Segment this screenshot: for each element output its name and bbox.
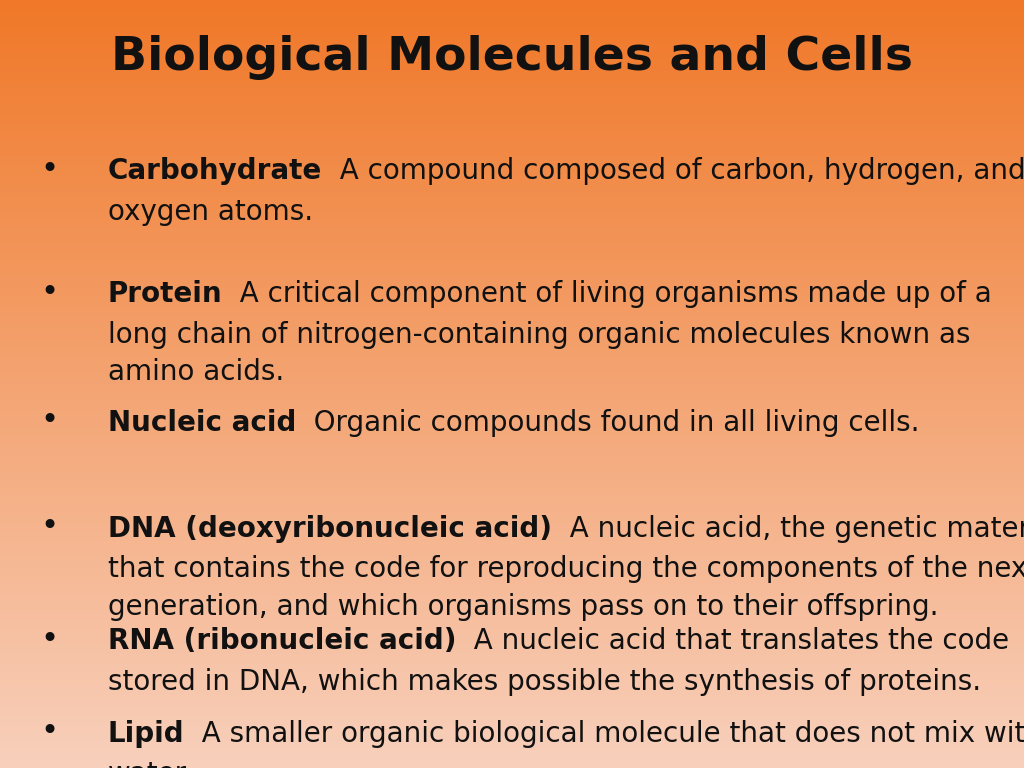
Text: A compound composed of carbon, hydrogen, and: A compound composed of carbon, hydrogen,…: [322, 157, 1024, 185]
Text: long chain of nitrogen-containing organic molecules known as
amino acids.: long chain of nitrogen-containing organi…: [108, 320, 970, 386]
Text: •: •: [40, 625, 58, 654]
Text: DNA (deoxyribonucleic acid): DNA (deoxyribonucleic acid): [108, 515, 552, 542]
Text: A critical component of living organisms made up of a: A critical component of living organisms…: [222, 280, 992, 308]
Text: •: •: [40, 278, 58, 307]
Text: •: •: [40, 717, 58, 746]
Text: A nucleic acid, the genetic material: A nucleic acid, the genetic material: [552, 515, 1024, 542]
Text: A nucleic acid that translates the code: A nucleic acid that translates the code: [456, 627, 1009, 655]
Text: Lipid: Lipid: [108, 720, 184, 747]
Text: Protein: Protein: [108, 280, 222, 308]
Text: Carbohydrate: Carbohydrate: [108, 157, 322, 185]
Text: RNA (ribonucleic acid): RNA (ribonucleic acid): [108, 627, 456, 655]
Text: A smaller organic biological molecule that does not mix with: A smaller organic biological molecule th…: [184, 720, 1024, 747]
Text: water.: water.: [108, 760, 193, 768]
Text: Nucleic acid: Nucleic acid: [108, 409, 296, 436]
Text: Biological Molecules and Cells: Biological Molecules and Cells: [111, 35, 913, 80]
Text: Organic compounds found in all living cells.: Organic compounds found in all living ce…: [296, 409, 920, 436]
Text: that contains the code for reproducing the components of the next
generation, an: that contains the code for reproducing t…: [108, 554, 1024, 621]
Text: •: •: [40, 512, 58, 541]
Text: •: •: [40, 155, 58, 184]
Text: oxygen atoms.: oxygen atoms.: [108, 197, 312, 226]
Text: •: •: [40, 406, 58, 435]
Text: stored in DNA, which makes possible the synthesis of proteins.: stored in DNA, which makes possible the …: [108, 667, 981, 696]
